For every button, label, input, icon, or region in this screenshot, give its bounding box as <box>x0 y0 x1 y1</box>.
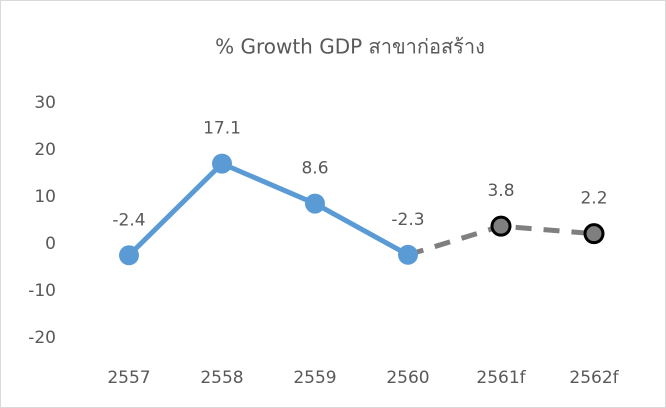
x-tick-label: 2558 <box>200 368 243 388</box>
x-tick-label: 2557 <box>107 368 150 388</box>
point-marker <box>398 244 418 265</box>
point-marker <box>583 223 605 245</box>
x-tick-label: 2561f <box>476 368 526 388</box>
point-marker <box>490 215 512 237</box>
x-tick-label: 2559 <box>293 368 336 388</box>
point-marker <box>212 153 232 174</box>
x-tick-label: 2560 <box>386 368 429 388</box>
data-label: 3.8 <box>487 181 514 201</box>
point-marker <box>119 245 139 266</box>
point-marker <box>305 193 325 214</box>
y-tick-label: -10 <box>28 281 56 301</box>
y-tick-label: 10 <box>34 187 56 207</box>
series-line <box>127 161 410 258</box>
y-tick-label: 20 <box>34 140 56 160</box>
chart-title: % Growth GDP สาขาก่อสร้าง <box>215 35 485 59</box>
x-tick-label: 2562f <box>569 368 619 388</box>
data-label: 17.1 <box>203 119 241 139</box>
y-tick-label: -20 <box>28 328 56 348</box>
data-label: -2.3 <box>391 210 424 230</box>
data-label: 2.2 <box>580 189 607 209</box>
y-tick-label: 30 <box>34 93 56 113</box>
data-label: 8.6 <box>301 159 328 179</box>
y-tick-label: 0 <box>45 234 56 254</box>
data-label: -2.4 <box>112 210 145 230</box>
